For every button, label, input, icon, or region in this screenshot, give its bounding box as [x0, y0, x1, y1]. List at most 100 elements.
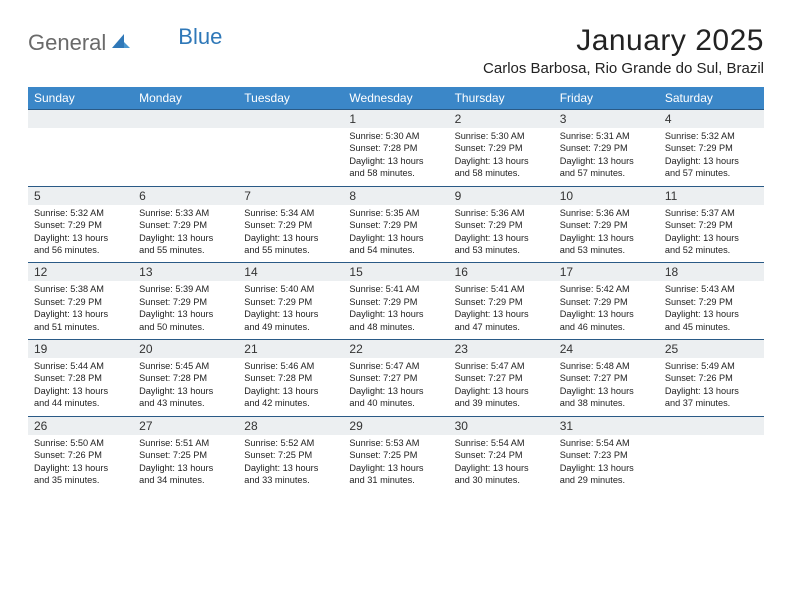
sunrise-text: Sunrise: 5:30 AM — [349, 130, 442, 142]
sunset-text: Sunset: 7:29 PM — [665, 219, 758, 231]
sunset-text: Sunset: 7:28 PM — [139, 372, 232, 384]
sunrise-text: Sunrise: 5:36 AM — [560, 207, 653, 219]
day-number: 28 — [238, 417, 343, 435]
daylight-text-2: and 58 minutes. — [455, 167, 548, 179]
day-number: 3 — [554, 110, 659, 128]
day-cell: Sunrise: 5:44 AMSunset: 7:28 PMDaylight:… — [28, 358, 133, 416]
day-cell — [28, 128, 133, 186]
daylight-text-2: and 49 minutes. — [244, 321, 337, 333]
daylight-text-2: and 53 minutes. — [560, 244, 653, 256]
day-number: 24 — [554, 340, 659, 358]
daylight-text-2: and 39 minutes. — [455, 397, 548, 409]
sunset-text: Sunset: 7:29 PM — [34, 296, 127, 308]
day-cell: Sunrise: 5:38 AMSunset: 7:29 PMDaylight:… — [28, 281, 133, 339]
daylight-text-1: Daylight: 13 hours — [139, 462, 232, 474]
daylight-text-2: and 48 minutes. — [349, 321, 442, 333]
day-number: 29 — [343, 417, 448, 435]
day-number: 1 — [343, 110, 448, 128]
dow-tuesday: Tuesday — [238, 87, 343, 109]
daylight-text-1: Daylight: 13 hours — [665, 155, 758, 167]
day-cell: Sunrise: 5:46 AMSunset: 7:28 PMDaylight:… — [238, 358, 343, 416]
day-cell: Sunrise: 5:54 AMSunset: 7:23 PMDaylight:… — [554, 435, 659, 493]
sunset-text: Sunset: 7:29 PM — [349, 296, 442, 308]
daylight-text-2: and 45 minutes. — [665, 321, 758, 333]
day-cell: Sunrise: 5:32 AMSunset: 7:29 PMDaylight:… — [659, 128, 764, 186]
daylight-text-2: and 57 minutes. — [665, 167, 758, 179]
sunrise-text: Sunrise: 5:49 AM — [665, 360, 758, 372]
sunset-text: Sunset: 7:28 PM — [244, 372, 337, 384]
sunset-text: Sunset: 7:24 PM — [455, 449, 548, 461]
sunset-text: Sunset: 7:26 PM — [665, 372, 758, 384]
sunset-text: Sunset: 7:29 PM — [244, 219, 337, 231]
sunset-text: Sunset: 7:29 PM — [455, 142, 548, 154]
sunrise-text: Sunrise: 5:54 AM — [455, 437, 548, 449]
sunrise-text: Sunrise: 5:39 AM — [139, 283, 232, 295]
sunrise-text: Sunrise: 5:51 AM — [139, 437, 232, 449]
sunrise-text: Sunrise: 5:40 AM — [244, 283, 337, 295]
week-data-row: Sunrise: 5:50 AMSunset: 7:26 PM Daylight:… — [28, 435, 764, 493]
daylight-text-2: and 44 minutes. — [34, 397, 127, 409]
week-data-row: Sunrise: 5:38 AMSunset: 7:29 PMDaylight:… — [28, 281, 764, 339]
day-number: 4 — [659, 110, 764, 128]
week-data-row: Sunrise: 5:32 AMSunset: 7:29 PMDaylight:… — [28, 205, 764, 263]
sunset-text: Sunset: 7:27 PM — [560, 372, 653, 384]
day-number: 15 — [343, 263, 448, 281]
sunrise-text: Sunrise: 5:52 AM — [244, 437, 337, 449]
daylight-text-2: and 37 minutes. — [665, 397, 758, 409]
sunrise-text: Sunrise: 5:45 AM — [139, 360, 232, 372]
daylight-text-2: and 47 minutes. — [455, 321, 548, 333]
dow-friday: Friday — [554, 87, 659, 109]
daylight-text-1: Daylight: 13 hours — [244, 385, 337, 397]
day-cell: Sunrise: 5:39 AMSunset: 7:29 PMDaylight:… — [133, 281, 238, 339]
daynum-row: 567891011 — [28, 186, 764, 205]
day-number: 16 — [449, 263, 554, 281]
header: General Blue January 2025 Carlos Barbosa… — [28, 24, 764, 77]
day-number: 31 — [554, 417, 659, 435]
daylight-text-1: Daylight: 13 hours — [349, 232, 442, 244]
daylight-text-1: Daylight: 13 hours — [349, 385, 442, 397]
sunrise-text: Sunrise: 5:50 AM — [34, 437, 127, 449]
sunset-text: Sunset: 7:29 PM — [34, 219, 127, 231]
sunset-text: Sunset: 7:29 PM — [665, 142, 758, 154]
day-number: 20 — [133, 340, 238, 358]
sunset-text: Sunset: 7:29 PM — [560, 219, 653, 231]
daynum-row: 12131415161718 — [28, 262, 764, 281]
day-cell: Sunrise: 5:34 AMSunset: 7:29 PMDaylight:… — [238, 205, 343, 263]
sunrise-text: Sunrise: 5:44 AM — [34, 360, 127, 372]
day-cell: Sunrise: 5:45 AMSunset: 7:28 PMDaylight:… — [133, 358, 238, 416]
day-cell: Sunrise: 5:40 AMSunset: 7:29 PMDaylight:… — [238, 281, 343, 339]
daynum-row: 262728293031. — [28, 416, 764, 435]
daylight-text-1: Daylight: 13 hours — [349, 155, 442, 167]
day-number: 23 — [449, 340, 554, 358]
daylight-text-2: and 43 minutes. — [139, 397, 232, 409]
day-cell: Sunrise: 5:35 AMSunset: 7:29 PMDaylight:… — [343, 205, 448, 263]
dow-monday: Monday — [133, 87, 238, 109]
day-number: 2 — [449, 110, 554, 128]
day-cell: Sunrise: 5:51 AMSunset: 7:25 PMDaylight:… — [133, 435, 238, 493]
sunset-text: Sunset: 7:27 PM — [455, 372, 548, 384]
daylight-text-2: and 35 minutes. — [34, 474, 127, 486]
day-cell — [659, 435, 764, 493]
sunset-text: Sunset: 7:28 PM — [34, 372, 127, 384]
day-cell: Sunrise: 5:41 AMSunset: 7:29 PMDaylight:… — [343, 281, 448, 339]
day-cell: Sunrise: 5:48 AMSunset: 7:27 PMDaylight:… — [554, 358, 659, 416]
daylight-text-1: Daylight: 13 hours — [34, 308, 127, 320]
daylight-text-1: Daylight: 13 hours — [560, 232, 653, 244]
day-number: 26 — [28, 417, 133, 435]
sunrise-text: Sunrise: 5:41 AM — [349, 283, 442, 295]
daylight-text-1: Daylight: 13 hours — [349, 308, 442, 320]
daylight-text-1: Daylight: 13 hours — [139, 385, 232, 397]
sunset-text: Sunset: 7:29 PM — [244, 296, 337, 308]
sunrise-text: Sunrise: 5:35 AM — [349, 207, 442, 219]
day-cell: Sunrise: 5:30 AMSunset: 7:28 PMDaylight:… — [343, 128, 448, 186]
day-cell: Sunrise: 5:31 AMSunset: 7:29 PMDaylight:… — [554, 128, 659, 186]
sunrise-text: Sunrise: 5:53 AM — [349, 437, 442, 449]
sunset-text: Sunset: 7:29 PM — [455, 219, 548, 231]
daylight-text-1: Daylight: 13 hours — [244, 462, 337, 474]
day-number: 18 — [659, 263, 764, 281]
daylight-text-2: and 46 minutes. — [560, 321, 653, 333]
daylight-text-2: and 42 minutes. — [244, 397, 337, 409]
dow-saturday: Saturday — [659, 87, 764, 109]
calendar-page: General Blue January 2025 Carlos Barbosa… — [0, 0, 792, 504]
sunset-text: Sunset: 7:26 PM — [34, 449, 127, 461]
